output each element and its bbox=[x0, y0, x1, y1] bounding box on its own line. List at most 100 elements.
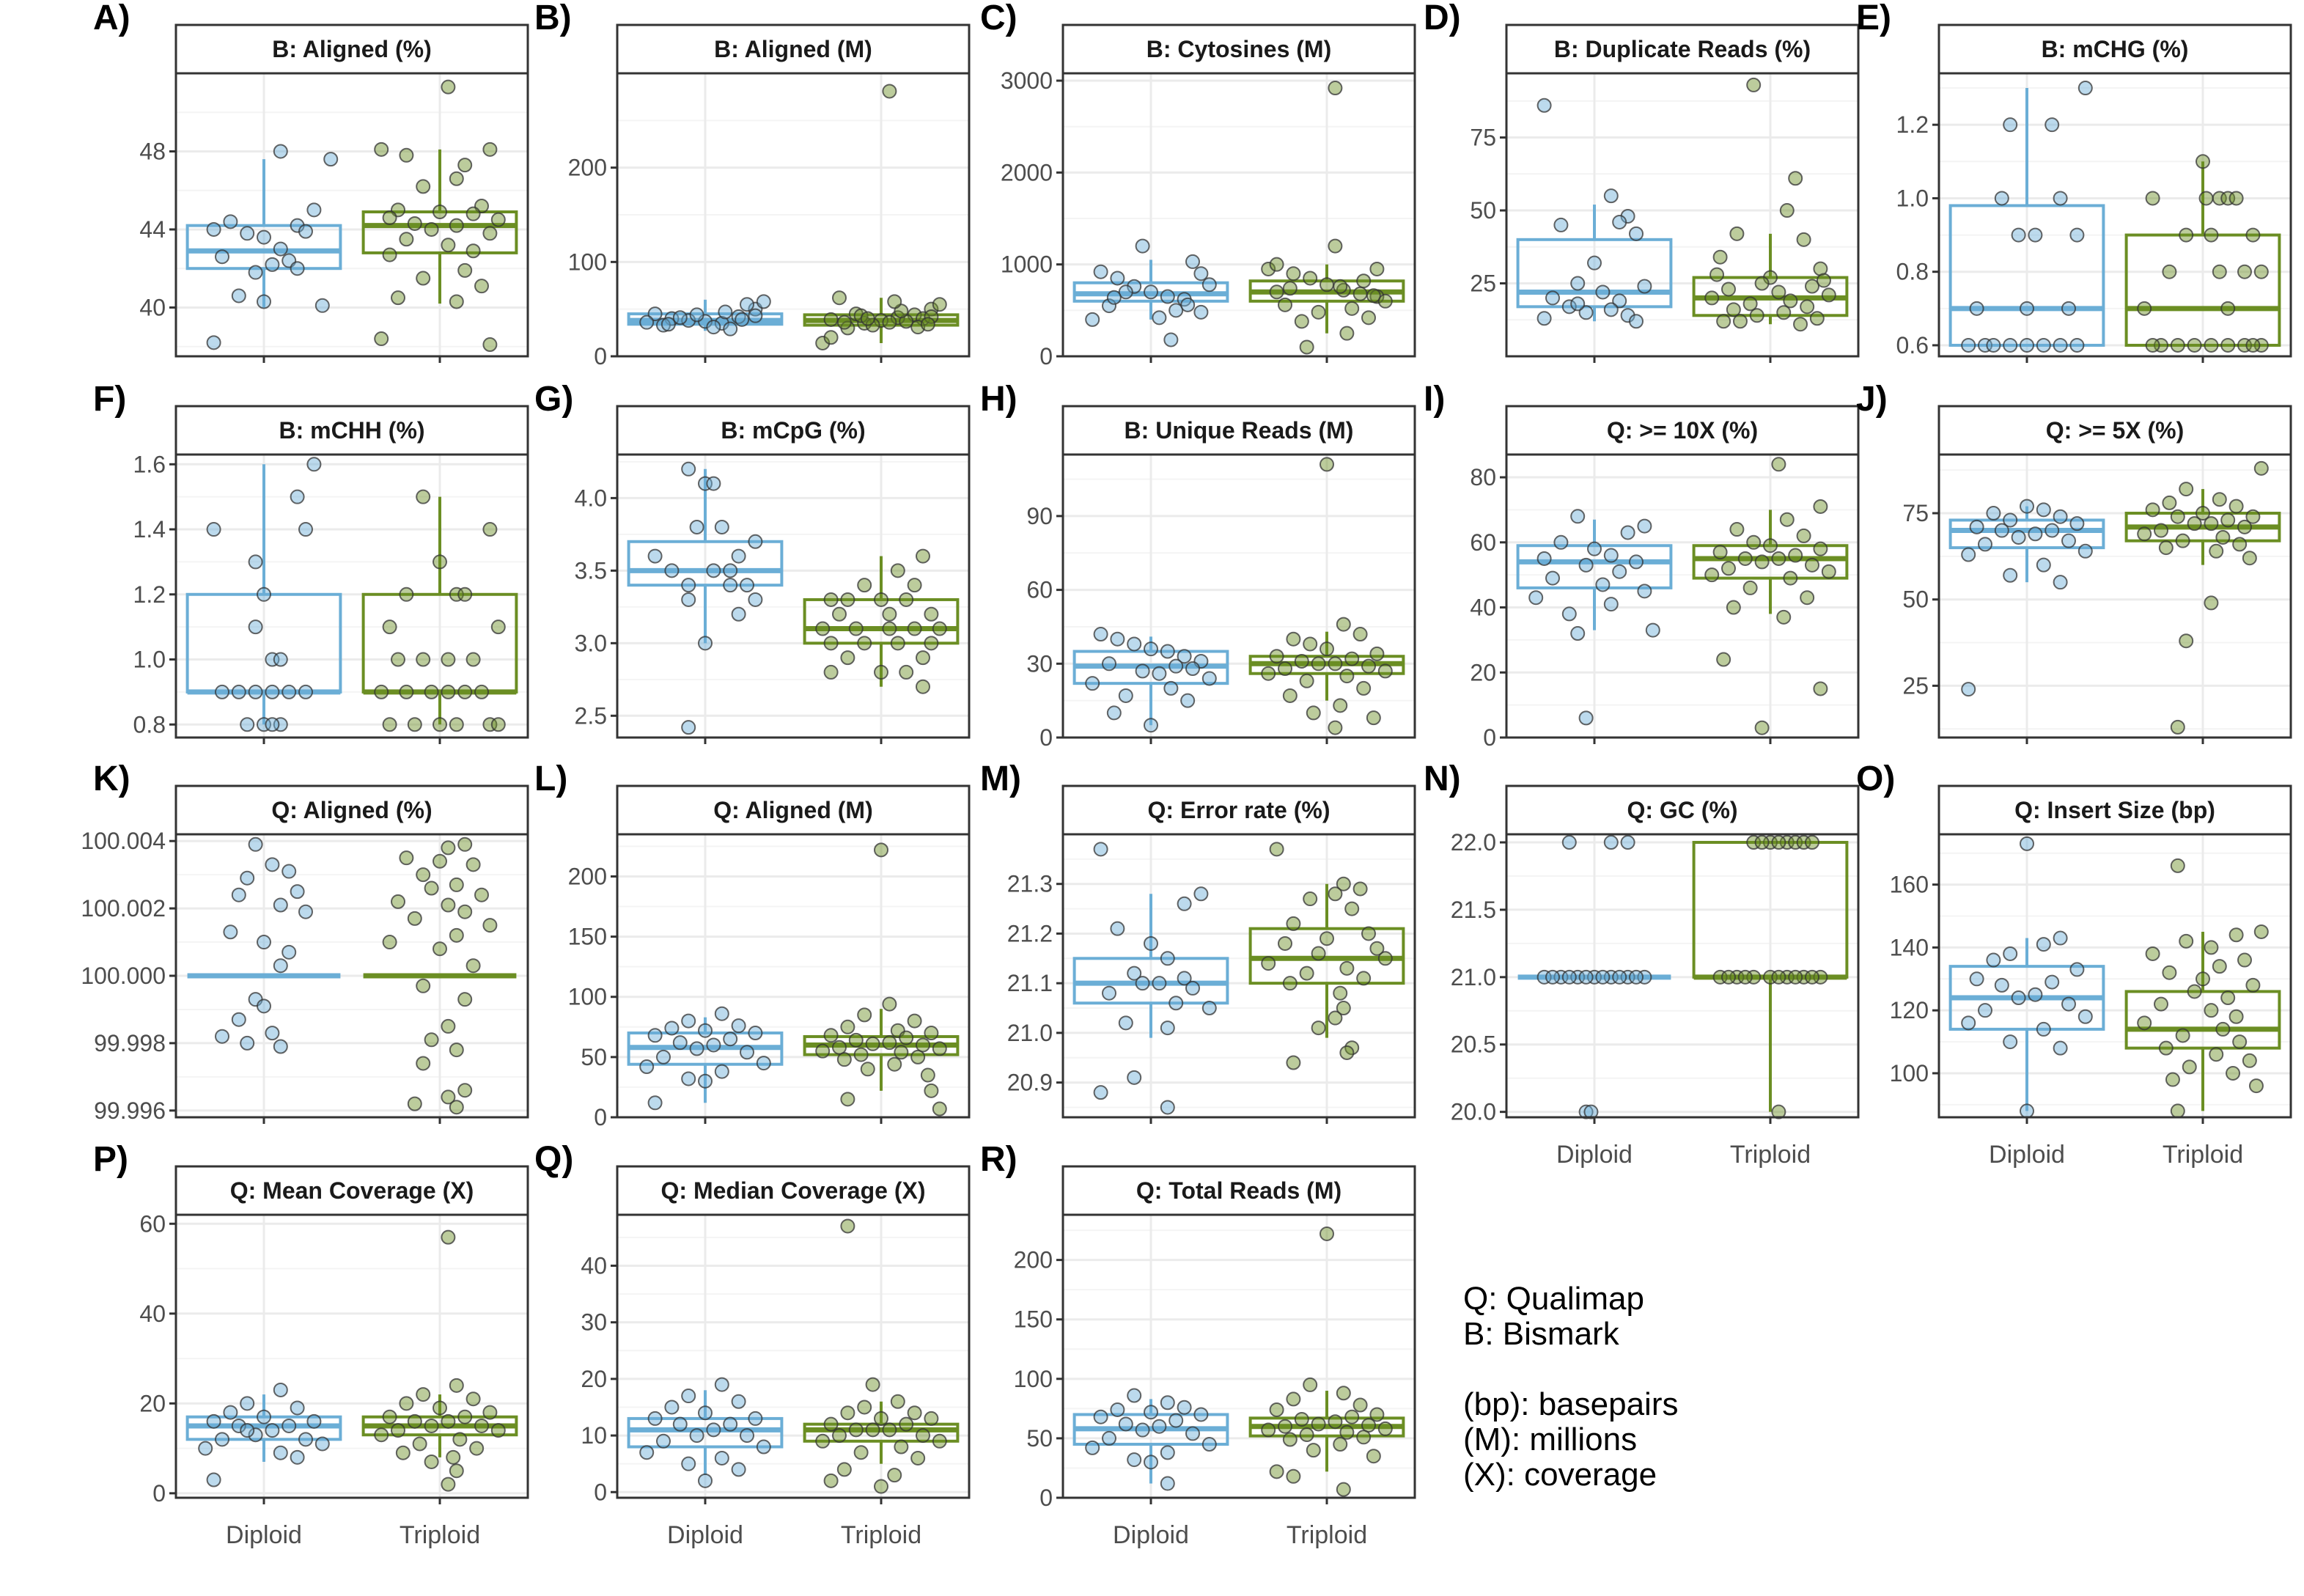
y-tick-label: 150 bbox=[568, 924, 607, 950]
data-point bbox=[1356, 1430, 1372, 1445]
data-point bbox=[916, 548, 930, 564]
data-point bbox=[698, 1473, 713, 1488]
data-point bbox=[1328, 886, 1343, 902]
data-point bbox=[740, 1428, 754, 1444]
data-point bbox=[890, 1394, 905, 1409]
data-point bbox=[2204, 595, 2219, 611]
data-point bbox=[2170, 858, 2185, 873]
data-point bbox=[457, 586, 473, 602]
y-tick-label: 40 bbox=[581, 1252, 607, 1279]
data-point bbox=[2179, 933, 2194, 949]
data-point bbox=[1160, 1445, 1175, 1460]
strip-title: Q: Mean Coverage (X) bbox=[230, 1177, 474, 1204]
data-point bbox=[1813, 681, 1828, 696]
data-point bbox=[874, 592, 888, 607]
data-point bbox=[1193, 266, 1209, 282]
data-point bbox=[1969, 971, 1984, 987]
data-point bbox=[2204, 940, 2219, 955]
data-point bbox=[2170, 1103, 2185, 1119]
data-point bbox=[2053, 1040, 2068, 1056]
x-category-label: Diploid bbox=[1989, 1141, 2065, 1169]
data-point bbox=[1729, 522, 1745, 537]
panel-e: E) B: mCHG (%) 0.6 0.8 1.0 1.2 bbox=[1856, 0, 2292, 363]
data-point bbox=[198, 1441, 213, 1456]
strip-title: Q: Total Reads (M) bbox=[1136, 1177, 1341, 1204]
data-point bbox=[874, 842, 888, 858]
data-point bbox=[306, 202, 322, 218]
data-point bbox=[1118, 1416, 1133, 1432]
data-point bbox=[1612, 564, 1627, 579]
data-point bbox=[731, 1018, 746, 1034]
data-point bbox=[240, 1035, 255, 1051]
data-point bbox=[815, 1043, 831, 1059]
data-point bbox=[2196, 506, 2210, 521]
data-point bbox=[924, 301, 939, 317]
data-point bbox=[748, 592, 763, 607]
data-point bbox=[1553, 217, 1569, 232]
data-point bbox=[1110, 1402, 1125, 1417]
data-point bbox=[1102, 298, 1116, 314]
data-point bbox=[1788, 969, 1803, 985]
data-point bbox=[718, 304, 733, 320]
data-point bbox=[416, 978, 431, 993]
data-point bbox=[1545, 570, 1560, 586]
data-point bbox=[399, 232, 414, 247]
data-point bbox=[424, 684, 439, 699]
data-point bbox=[1637, 584, 1652, 599]
data-point bbox=[1168, 996, 1184, 1011]
y-tick-label: 20 bbox=[581, 1366, 607, 1392]
data-point bbox=[2162, 495, 2177, 510]
data-point bbox=[2228, 927, 2244, 943]
data-point bbox=[1127, 636, 1142, 652]
data-point bbox=[1729, 226, 1745, 241]
panel-r: R) Q: Total Reads (M) 0 50 100 150 200 Diploid T… bbox=[980, 1140, 1416, 1549]
data-point bbox=[2069, 337, 2085, 353]
data-point bbox=[1712, 249, 1728, 265]
panel-border bbox=[174, 1213, 529, 1499]
data-point bbox=[265, 717, 280, 732]
data-point bbox=[1339, 1045, 1355, 1060]
data-point bbox=[441, 1413, 456, 1429]
data-point bbox=[924, 1026, 939, 1041]
data-point bbox=[1152, 310, 1167, 326]
data-point bbox=[206, 221, 221, 237]
data-point bbox=[1328, 1010, 1343, 1026]
data-point bbox=[1821, 287, 1836, 303]
data-point bbox=[1118, 284, 1133, 300]
series-triploid bbox=[803, 548, 960, 694]
data-point bbox=[1286, 1468, 1301, 1484]
data-point bbox=[465, 206, 481, 221]
data-point bbox=[1561, 299, 1577, 315]
data-point bbox=[1771, 835, 1786, 850]
panel-i: I) Q: >= 10X (%) 0 20 40 60 80 bbox=[1424, 380, 1860, 751]
data-point bbox=[1180, 693, 1196, 708]
data-point bbox=[273, 1445, 288, 1460]
data-point bbox=[416, 1056, 431, 1071]
data-point bbox=[382, 935, 397, 950]
data-point bbox=[281, 944, 297, 960]
data-point bbox=[1771, 1104, 1786, 1119]
data-point bbox=[457, 904, 473, 919]
data-point bbox=[2245, 337, 2261, 353]
panel-letter: I) bbox=[1424, 380, 1445, 419]
data-point bbox=[2158, 1040, 2174, 1056]
data-point bbox=[2053, 191, 2068, 206]
data-point bbox=[932, 1041, 947, 1056]
data-point bbox=[1303, 1377, 1318, 1392]
data-point bbox=[2011, 227, 2026, 243]
data-point bbox=[924, 636, 939, 651]
data-point bbox=[433, 554, 447, 570]
data-point bbox=[860, 1062, 875, 1077]
data-point bbox=[465, 243, 481, 259]
y-tick-label: 90 bbox=[1026, 503, 1053, 529]
data-point bbox=[1578, 710, 1594, 726]
data-point bbox=[457, 158, 473, 173]
y-tick-label: 75 bbox=[1470, 125, 1496, 151]
series-triploid bbox=[2124, 460, 2281, 735]
strip-box bbox=[616, 405, 971, 456]
data-point bbox=[2253, 924, 2269, 939]
data-point bbox=[1168, 658, 1184, 674]
y-tick-label: 3.0 bbox=[575, 630, 607, 656]
panel-border bbox=[1937, 72, 2292, 358]
data-point bbox=[391, 1423, 405, 1438]
